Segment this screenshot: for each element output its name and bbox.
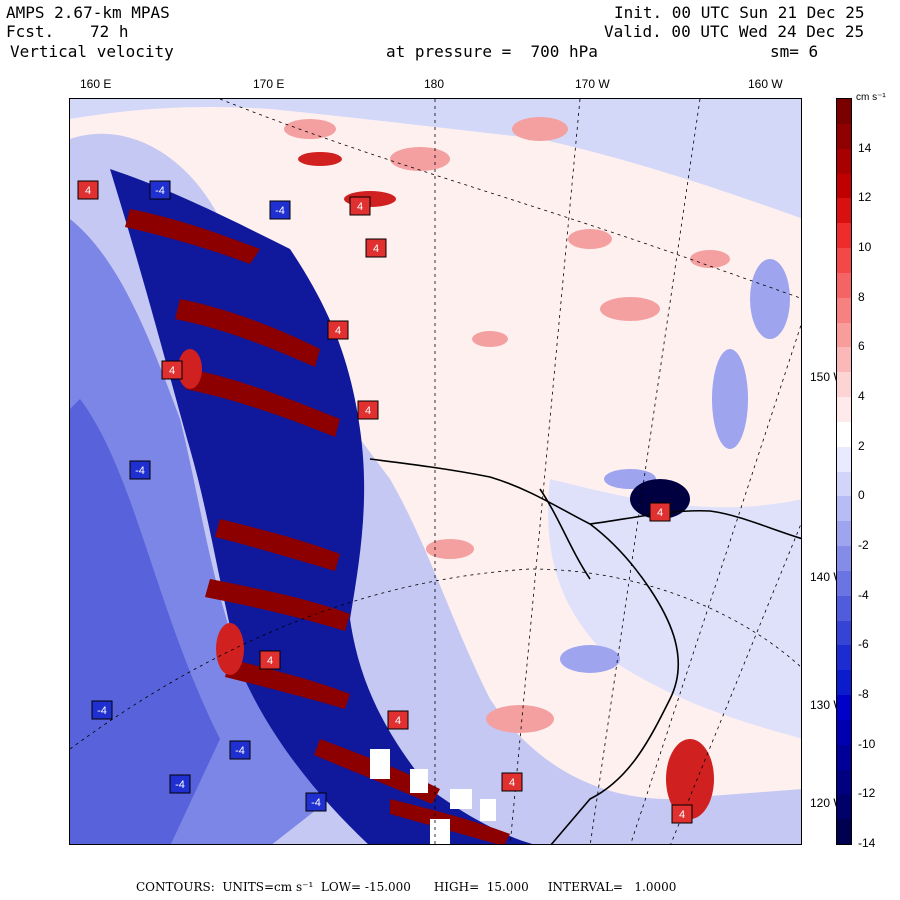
red-strong-ridges	[178, 152, 714, 819]
box-label: -4	[275, 205, 285, 217]
field-light-blue-north	[70, 99, 801, 219]
colorbar-segment	[837, 397, 851, 423]
wave-red-stripe-3	[185, 369, 340, 437]
box-label: 4	[373, 243, 379, 255]
colorbar-tick-label: -4	[858, 587, 869, 602]
colorbar-segment	[837, 421, 851, 448]
colorbar-segment	[837, 272, 851, 299]
colorbar-tick-label: 0	[858, 488, 865, 503]
forecast-label: Fcst.	[6, 22, 55, 41]
wave-red-stripe-5	[205, 579, 350, 631]
map-panel: 4 -4 -4 4 4 4 4 -4 4 4 4 -4 -4	[69, 98, 802, 845]
red-speckles	[284, 117, 730, 733]
smoothing-label: sm= 6	[770, 42, 819, 61]
box-label: 4	[395, 715, 401, 727]
wave-band-dark-blue	[110, 169, 533, 844]
colorbar-segment	[837, 496, 851, 522]
colorbar-tick-label: 14	[858, 140, 872, 155]
box-label: -4	[155, 185, 165, 197]
forecast-hour: 72 h	[90, 22, 129, 41]
field-name: Vertical velocity	[10, 42, 174, 61]
colorbar-segment	[837, 248, 851, 274]
lon-label-160w: 160 W	[748, 77, 783, 91]
pressure-level: at pressure = 700 hPa	[386, 42, 598, 61]
box-label: 4	[365, 405, 371, 417]
coastline	[369, 458, 801, 844]
box-label: 4	[169, 365, 175, 377]
colorbar-segment	[837, 223, 851, 249]
colorbar-units: cm s⁻¹	[856, 92, 886, 103]
lon-label-180: 180	[424, 77, 445, 91]
field-light-blue-east	[548, 479, 801, 739]
field-blue-west-core	[70, 399, 220, 844]
colorbar-segment	[837, 794, 851, 820]
colorbar-segment	[837, 322, 851, 348]
box-label: 4	[657, 507, 663, 519]
colorbar-segment	[837, 769, 851, 795]
colorbar-segment	[837, 670, 851, 696]
colorbar-segment	[837, 446, 851, 472]
lon-label-170e: 170 E	[253, 77, 285, 91]
colorbar-tick-label: -10	[858, 736, 876, 751]
colorbar-segment	[837, 819, 851, 845]
colorbar-segment	[837, 99, 851, 125]
dark-wave-blob-east	[630, 479, 690, 519]
colorbar-segment	[837, 198, 851, 224]
box-label: 4	[357, 201, 363, 213]
colorbar-segment	[837, 595, 851, 621]
colorbar-segment	[837, 620, 851, 646]
wave-red-stripe-4	[215, 519, 340, 571]
colorbar-tick-label: -14	[858, 836, 876, 850]
graticule	[70, 99, 801, 844]
wave-red-stripe-2	[175, 299, 320, 367]
map-svg: 4 -4 -4 4 4 4 4 -4 4 4 4 -4 -4	[70, 99, 801, 844]
lon-label-160e: 160 E	[80, 77, 112, 91]
lon-label-170w: 170 W	[575, 77, 610, 91]
colorbar-segment	[837, 645, 851, 671]
box-label: 4	[335, 325, 341, 337]
box-label: -4	[235, 745, 245, 757]
colorbar-segment	[837, 695, 851, 721]
wave-red-stripe-1	[125, 209, 260, 264]
valid-time: Valid. 00 UTC Wed 24 Dec 25	[604, 22, 865, 41]
box-label: -4	[311, 797, 321, 809]
box-label: -4	[135, 465, 145, 477]
colorbar-tick-label: -6	[858, 637, 869, 652]
colorbar-tick-label: 6	[858, 339, 865, 354]
colorbar-segment	[837, 521, 851, 547]
colorbar-segment	[837, 570, 851, 597]
colorbar-segment	[837, 123, 851, 150]
colorbar-segment	[837, 347, 851, 373]
colorbar-segment	[837, 546, 851, 572]
colorbar-segment	[837, 173, 851, 199]
contour-info-footer: CONTOURS: UNITS=cm s⁻¹ LOW= -15.000 HIGH…	[136, 880, 677, 894]
box-label: 4	[85, 185, 91, 197]
box-label: 4	[267, 655, 273, 667]
colorbar-tick-label: 12	[858, 190, 872, 205]
colorbar-tick-label: -2	[858, 538, 869, 552]
box-label: -4	[175, 779, 185, 791]
colorbar-segment	[837, 744, 851, 770]
colorbar-tick-label: 8	[858, 289, 865, 304]
model-title: AMPS 2.67-km MPAS	[6, 3, 170, 22]
colorbar-segment	[837, 148, 851, 174]
terrain-mask-gaps	[370, 749, 496, 844]
colorbar-segment	[837, 297, 851, 323]
box-label: 4	[509, 777, 515, 789]
colorbar-tick-label: -12	[858, 786, 876, 801]
box-label: 4	[679, 809, 685, 821]
init-time: Init. 00 UTC Sun 21 Dec 25	[614, 3, 865, 22]
wave-red-stripe-6	[225, 659, 350, 709]
colorbar-segment	[837, 719, 851, 746]
colorbar-tick-label: 2	[858, 438, 865, 453]
colorbar-tick-label: 10	[858, 240, 872, 254]
colorbar-segment	[837, 372, 851, 398]
colorbar-tick-label: -8	[858, 687, 869, 701]
colorbar-segment	[837, 471, 851, 497]
colorbar-tick-label: 4	[858, 389, 865, 403]
box-label: -4	[97, 705, 107, 717]
contour-marker-boxes: 4 -4 -4 4 4 4 4 -4 4 4 4 -4 -4	[77, 180, 693, 824]
colorbar	[836, 98, 852, 845]
